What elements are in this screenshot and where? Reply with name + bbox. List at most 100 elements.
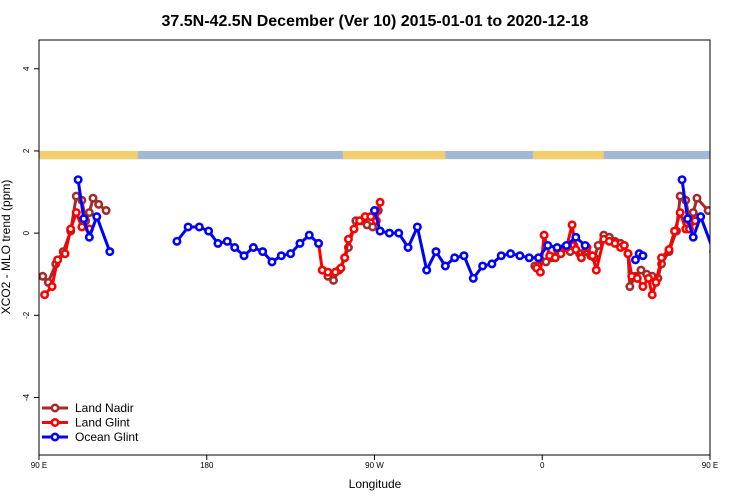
series-2-point-43 bbox=[571, 232, 581, 242]
series-2-point-6 bbox=[183, 222, 193, 232]
series-1-point-44 bbox=[647, 290, 657, 300]
series-1-point-13 bbox=[340, 253, 350, 263]
legend-label-1: Land Glint bbox=[75, 416, 130, 430]
land-segment-1 bbox=[342, 150, 446, 160]
series-2-point-31 bbox=[459, 251, 469, 261]
legend-marker-1 bbox=[50, 417, 60, 427]
series-2-point-33 bbox=[478, 261, 488, 271]
series-1 bbox=[40, 197, 700, 300]
series-1-point-43 bbox=[643, 273, 653, 283]
x-axis-label: Longitude bbox=[349, 477, 402, 491]
series-1-point-4 bbox=[66, 224, 76, 234]
series-1-point-38 bbox=[619, 240, 629, 250]
series-2-point-14 bbox=[258, 247, 268, 257]
series-2-point-11 bbox=[230, 243, 240, 253]
series-1-point-2 bbox=[53, 255, 63, 265]
series-1-point-46 bbox=[657, 253, 667, 263]
x-tick-label-0: 90 E bbox=[31, 461, 47, 470]
series-2-point-30 bbox=[450, 253, 460, 263]
y-axis-label: XCO2 - MLO trend (ppm) bbox=[0, 180, 13, 315]
series-2-point-25 bbox=[403, 243, 413, 253]
x-tick-label-3: 0 bbox=[540, 461, 545, 470]
series-2-point-32 bbox=[468, 273, 478, 283]
series-1-point-16 bbox=[355, 216, 365, 226]
series-1-point-33 bbox=[591, 265, 601, 275]
series-2-point-1 bbox=[79, 214, 89, 224]
series-1-point-1 bbox=[47, 282, 57, 292]
x-tick-label-1: 180 bbox=[200, 461, 214, 470]
land-segment-0 bbox=[39, 150, 138, 160]
series-2-point-37 bbox=[515, 251, 525, 261]
series-0-point-11 bbox=[101, 206, 111, 216]
land-segment-2 bbox=[532, 150, 604, 160]
series-1-point-42 bbox=[638, 282, 648, 292]
series-2-point-9 bbox=[213, 238, 223, 248]
chart-title: 37.5N-42.5N December (Ver 10) 2015-01-01… bbox=[162, 13, 589, 30]
series-1-point-49 bbox=[675, 208, 685, 218]
series-1-point-26 bbox=[556, 249, 566, 259]
series-2-point-35 bbox=[496, 251, 506, 261]
series-1-point-22 bbox=[535, 267, 545, 277]
series-2-point-53 bbox=[737, 238, 743, 244]
series-1-point-12 bbox=[336, 263, 346, 273]
series-2-line-5 bbox=[740, 227, 750, 241]
series-1-point-48 bbox=[670, 226, 680, 236]
series-2-point-8 bbox=[204, 226, 214, 236]
x-tick-label-4: 90 E bbox=[702, 461, 718, 470]
x-tick-label-2: 90 W bbox=[365, 461, 384, 470]
series-1-point-15 bbox=[349, 224, 359, 234]
plot-frame bbox=[38, 39, 711, 456]
series-1-point-11 bbox=[330, 267, 340, 277]
series-2-point-20 bbox=[314, 238, 324, 248]
series-2-point-0 bbox=[73, 175, 83, 185]
series-2-point-44 bbox=[580, 240, 590, 250]
series-2-point-17 bbox=[286, 249, 296, 259]
series-2-point-42 bbox=[561, 240, 571, 250]
series-0-point-44 bbox=[636, 265, 646, 275]
series-1-point-20 bbox=[375, 197, 385, 207]
legend-label-0: Land Nadir bbox=[75, 401, 134, 415]
y-tick-label-4: 4 bbox=[22, 66, 31, 71]
series-2-point-34 bbox=[487, 259, 497, 269]
series-0-point-55 bbox=[692, 193, 702, 203]
series-2-point-39 bbox=[534, 253, 544, 263]
series-2-point-3 bbox=[92, 212, 102, 222]
series-1-point-0 bbox=[40, 290, 50, 300]
series-2-point-7 bbox=[194, 222, 204, 232]
series-1-point-45 bbox=[651, 277, 661, 287]
series-2-point-49 bbox=[683, 214, 693, 224]
series-2-point-16 bbox=[276, 251, 286, 261]
series-1-point-5 bbox=[71, 208, 81, 218]
legend-marker-2 bbox=[50, 432, 60, 442]
y-axis: -4 -2 0 2 4 bbox=[22, 66, 39, 401]
legend-label-2: Ocean Glint bbox=[75, 430, 139, 444]
series-0-point-56 bbox=[703, 206, 710, 216]
series-2 bbox=[73, 175, 750, 283]
series-2-line-1 bbox=[175, 225, 320, 264]
series-2-point-4 bbox=[105, 247, 115, 257]
legend-marker-0 bbox=[50, 403, 60, 413]
series-2-point-10 bbox=[222, 236, 232, 246]
series-0-point-21 bbox=[368, 222, 378, 232]
series-2-point-41 bbox=[552, 243, 562, 253]
series-2-point-23 bbox=[384, 228, 394, 238]
series-1-point-18 bbox=[366, 212, 376, 222]
series-2-point-27 bbox=[422, 265, 432, 275]
series-2-point-38 bbox=[524, 253, 534, 263]
series-2-point-48 bbox=[677, 175, 687, 185]
series-1-point-32 bbox=[588, 251, 598, 261]
series-2-point-52 bbox=[709, 249, 710, 255]
series-1-point-39 bbox=[623, 249, 633, 259]
series-0-point-0 bbox=[39, 271, 48, 281]
series-2-point-12 bbox=[239, 251, 249, 261]
series-1-point-23 bbox=[539, 230, 549, 240]
y-tick-label-3: 2 bbox=[22, 148, 31, 153]
series-2-point-18 bbox=[295, 238, 305, 248]
series-0-point-42 bbox=[625, 282, 635, 292]
series-0-point-10 bbox=[94, 199, 104, 209]
series-1-point-25 bbox=[550, 253, 560, 263]
series-2-point-45 bbox=[630, 255, 640, 265]
y-tick-label-0: -4 bbox=[22, 393, 31, 401]
series-1-point-28 bbox=[567, 220, 577, 230]
